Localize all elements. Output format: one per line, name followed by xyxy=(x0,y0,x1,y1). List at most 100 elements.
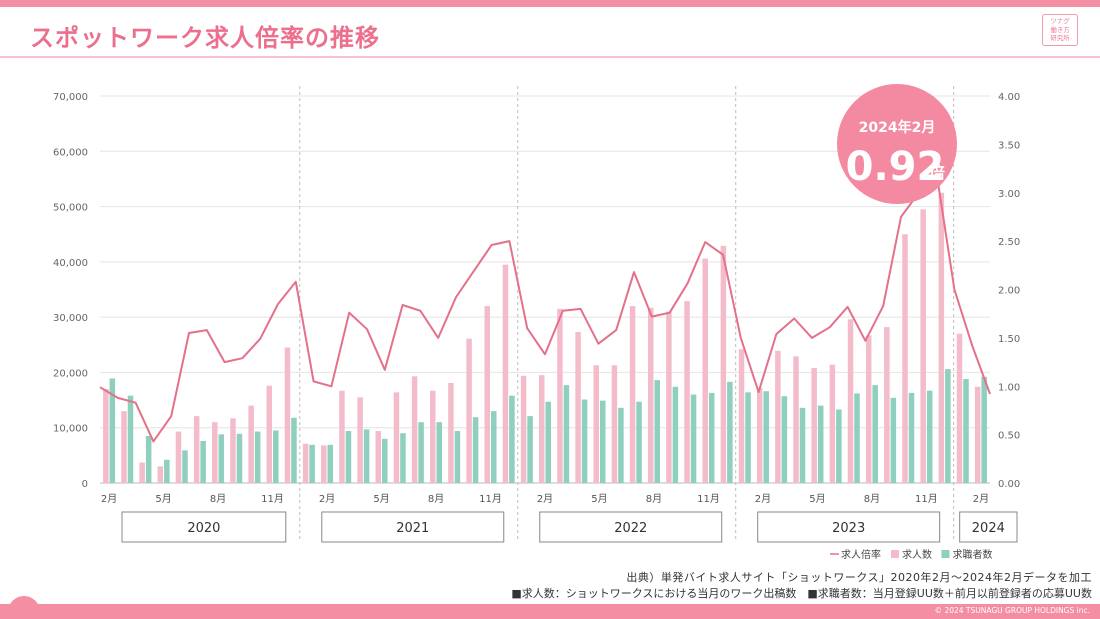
y-left-tick-label: 60,000 xyxy=(53,147,88,158)
callout-unit: 倍 xyxy=(929,163,945,182)
x-tick-label: 5月 xyxy=(809,493,825,505)
x-tick-label: 5月 xyxy=(155,493,171,505)
seekers-bar xyxy=(345,431,352,483)
copyright: © 2024 TSUNAGU GROUP HOLDINGS inc. xyxy=(934,606,1090,615)
seekers-bar xyxy=(145,436,152,483)
ratio-line xyxy=(99,172,991,443)
postings-bar xyxy=(284,347,291,483)
seekers-bar xyxy=(563,385,570,483)
postings-bar xyxy=(520,375,527,483)
seekers-bar xyxy=(708,392,715,483)
page-title: スポットワーク求人倍率の推移 xyxy=(30,24,380,52)
postings-bar xyxy=(684,301,690,483)
postings-bar xyxy=(393,392,400,483)
postings-bar xyxy=(593,365,599,483)
seekers-bar xyxy=(363,429,370,483)
postings-bar xyxy=(938,192,945,483)
postings-bar xyxy=(974,386,981,483)
seekers-bar xyxy=(273,430,279,483)
seekers-bar xyxy=(963,379,969,483)
year-label: 2021 xyxy=(396,521,429,536)
x-tick-label: 2月 xyxy=(973,493,989,505)
legend-label: 求人数 xyxy=(902,548,932,561)
y-left-tick-label: 70,000 xyxy=(53,92,88,103)
year-label: 2023 xyxy=(832,521,865,536)
seekers-bar xyxy=(618,407,624,483)
seekers-bar xyxy=(418,422,424,483)
postings-bar xyxy=(811,368,817,483)
legend-swatch xyxy=(891,550,899,558)
postings-bar xyxy=(720,245,727,483)
seekers-bar xyxy=(672,386,679,483)
postings-bar xyxy=(884,327,890,483)
x-tick-label: 11月 xyxy=(697,493,720,505)
legend-label: 求人倍率 xyxy=(841,548,881,561)
postings-bar xyxy=(375,431,382,483)
postings-bar xyxy=(212,422,218,483)
postings-bar xyxy=(629,306,636,483)
y-left-tick-label: 50,000 xyxy=(53,203,88,214)
seekers-bar xyxy=(926,390,933,483)
callout-date: 2024年2月 xyxy=(859,119,936,136)
seekers-bar xyxy=(908,392,915,483)
seekers-bar xyxy=(254,431,261,483)
seekers-bar xyxy=(309,444,315,483)
year-box xyxy=(757,511,941,543)
postings-bar xyxy=(738,349,745,483)
callout-value: 0.92 xyxy=(846,144,945,190)
postings-bar xyxy=(575,332,581,483)
postings-bar xyxy=(666,311,672,483)
seekers-bar xyxy=(817,405,824,483)
y-right-tick-label: 0.00 xyxy=(998,479,1020,490)
x-tick-label: 2月 xyxy=(755,493,771,505)
seekers-bar xyxy=(182,450,188,483)
postings-bar xyxy=(539,375,545,483)
y-right-tick-label: 0.50 xyxy=(998,431,1020,442)
y-right-tick-label: 4.00 xyxy=(998,92,1020,103)
y-left-tick-label: 30,000 xyxy=(53,313,88,324)
seekers-bar xyxy=(218,434,225,483)
source-note: 出典）単発バイト求人サイト「ショットワークス」2020年2月～2024年2月デー… xyxy=(626,571,1092,584)
y-right-tick-label: 2.50 xyxy=(998,237,1020,248)
seekers-bar xyxy=(400,433,406,483)
x-tick-label: 8月 xyxy=(210,493,226,505)
postings-bar xyxy=(266,385,273,483)
postings-bar xyxy=(793,356,799,483)
postings-bar xyxy=(956,333,963,483)
seekers-bar xyxy=(872,385,878,483)
seekers-bar xyxy=(436,422,443,483)
postings-bar xyxy=(321,445,327,483)
postings-bar xyxy=(448,382,454,483)
postings-bar xyxy=(339,390,345,483)
postings-bar xyxy=(302,443,309,483)
seekers-bar xyxy=(382,438,388,483)
title-divider xyxy=(0,56,1100,58)
seekers-bar xyxy=(890,397,897,483)
x-tick-label: 2月 xyxy=(319,493,335,505)
postings-bar xyxy=(502,264,509,483)
y-left-tick-label: 10,000 xyxy=(53,424,88,435)
header-accent-bar xyxy=(0,0,1100,7)
postings-bar xyxy=(248,405,254,483)
x-tick-label: 11月 xyxy=(915,493,938,505)
postings-bar xyxy=(920,209,926,484)
seekers-bar xyxy=(327,444,334,483)
seekers-bar xyxy=(781,396,788,483)
postings-bar xyxy=(357,397,363,483)
seekers-bar xyxy=(799,407,806,483)
postings-bar xyxy=(647,307,654,483)
seekers-bar xyxy=(654,380,660,483)
postings-bar xyxy=(103,389,109,483)
seekers-bar xyxy=(127,395,134,483)
seekers-bar xyxy=(854,393,860,483)
postings-bar xyxy=(775,350,781,483)
year-label: 2024 xyxy=(972,521,1005,536)
seekers-bar xyxy=(109,378,116,483)
seekers-bar xyxy=(745,392,751,483)
job-ratio-chart: 0 10,000 20,000 30,000 40,000 50,000 60,000 70,… xyxy=(53,84,1020,561)
seekers-bar xyxy=(690,394,697,483)
x-tick-label: 8月 xyxy=(646,493,662,505)
year-box xyxy=(121,511,287,543)
y-left-tick-label: 40,000 xyxy=(53,258,88,269)
postings-bar xyxy=(829,364,836,483)
